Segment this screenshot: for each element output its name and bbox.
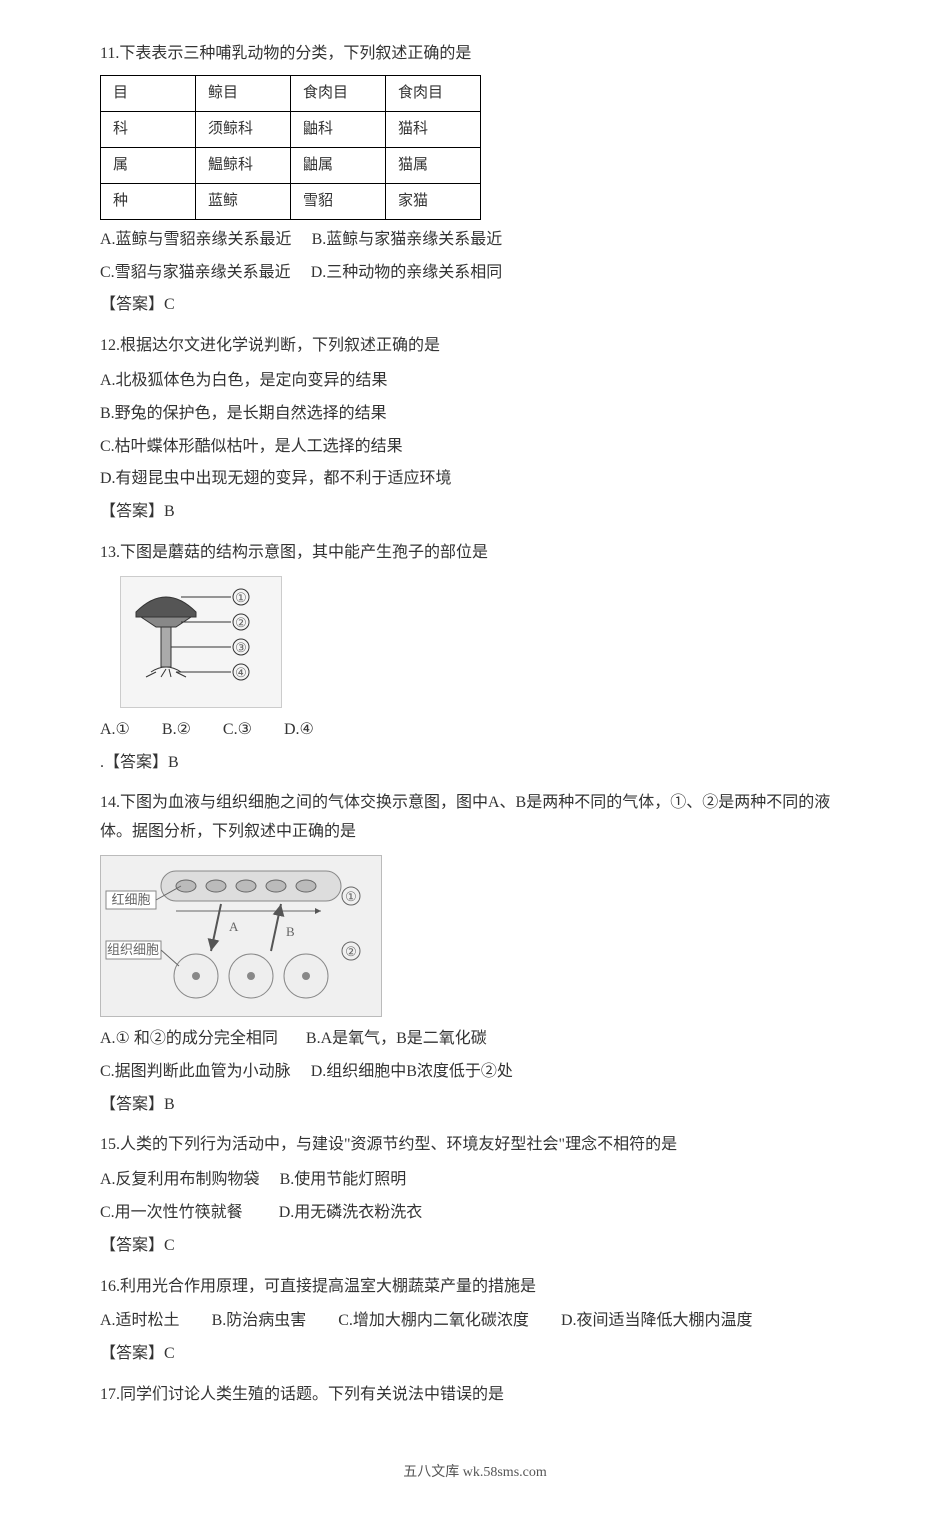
q12-opt-a: A.北极狐体色为白色，是定向变异的结果 (100, 367, 850, 396)
tissue-label: 组织细胞 (107, 942, 159, 957)
opt-c: C.雪貂与家猫亲缘关系最近 (100, 264, 291, 281)
q16-options: A.适时松土 B.防治病虫害 C.增加大棚内二氧化碳浓度 D.夜间适当降低大棚内… (100, 1307, 850, 1336)
cell: 食肉目 (386, 75, 481, 111)
opt-b: B.使用节能灯照明 (280, 1171, 407, 1188)
q14-answer: 【答案】B (100, 1091, 850, 1120)
nucleus-icon (247, 972, 255, 980)
blood-svg: 红细胞 A B 组织细胞 ① ② (101, 856, 381, 1016)
q15-options2: C.用一次性竹筷就餐 D.用无磷洗衣粉洗衣 (100, 1199, 850, 1228)
cell: 蓝鲸 (196, 183, 291, 219)
q14-stem: 14.下图为血液与组织细胞之间的气体交换示意图，图中A、B是两种不同的气体，①、… (100, 789, 850, 847)
table-row: 种 蓝鲸 雪貂 家猫 (101, 183, 481, 219)
opt-a: A.① 和②的成分完全相同 (100, 1030, 278, 1047)
q11-options2: C.雪貂与家猫亲缘关系最近 D.三种动物的亲缘关系相同 (100, 259, 850, 288)
q12-stem: 12.根据达尔文进化学说判断，下列叙述正确的是 (100, 332, 850, 361)
q14-options: A.① 和②的成分完全相同 B.A是氧气，B是二氧化碳 (100, 1025, 850, 1054)
q12-opt-d: D.有翅昆虫中出现无翅的变异，都不利于适应环境 (100, 465, 850, 494)
label-two: ② (345, 944, 357, 959)
opt-d: D.夜间适当降低大棚内温度 (561, 1312, 753, 1329)
cell: 猫属 (386, 147, 481, 183)
opt-a: A.① (100, 721, 130, 738)
opt-a: A.适时松土 (100, 1312, 180, 1329)
opt-d: D.用无磷洗衣粉洗衣 (279, 1204, 423, 1221)
red-cell-icon (236, 880, 256, 892)
q15-answer: 【答案】C (100, 1232, 850, 1261)
opt-d: D.组织细胞中B浓度低于②处 (311, 1063, 513, 1080)
q15-options: A.反复利用布制购物袋 B.使用节能灯照明 (100, 1166, 850, 1195)
leader-line (161, 950, 179, 966)
opt-b: B.蓝鲸与家猫亲缘关系最近 (312, 231, 503, 248)
q11-table: 目 鲸目 食肉目 食肉目 科 须鲸科 鼬科 猫科 属 鰛鲸科 鼬属 猫属 种 蓝… (100, 75, 481, 220)
opt-b: B.防治病虫害 (212, 1312, 307, 1329)
q12-opt-c: C.枯叶蝶体形酷似枯叶，是人工选择的结果 (100, 433, 850, 462)
q12-answer: 【答案】B (100, 498, 850, 527)
q11-answer: 【答案】C (100, 291, 850, 320)
cell: 家猫 (386, 183, 481, 219)
opt-c: C.据图判断此血管为小动脉 (100, 1063, 291, 1080)
cell: 鲸目 (196, 75, 291, 111)
q13-answer: .【答案】B (100, 749, 850, 778)
q11-stem: 11.下表表示三种哺乳动物的分类，下列叙述正确的是 (100, 40, 850, 69)
opt-b: B.② (162, 721, 191, 738)
red-cell-label: 红细胞 (111, 892, 150, 907)
cell: 雪貂 (291, 183, 386, 219)
q16-stem: 16.利用光合作用原理，可直接提高温室大棚蔬菜产量的措施是 (100, 1273, 850, 1302)
cell: 鼬属 (291, 147, 386, 183)
label-a: A (229, 919, 239, 934)
opt-d: D.④ (284, 721, 314, 738)
q12-opt-b: B.野兔的保护色，是长期自然选择的结果 (100, 400, 850, 429)
cell: 鰛鲸科 (196, 147, 291, 183)
opt-c: C.用一次性竹筷就餐 (100, 1204, 243, 1221)
q13-stem: 13.下图是蘑菇的结构示意图，其中能产生孢子的部位是 (100, 539, 850, 568)
q14-options2: C.据图判断此血管为小动脉 D.组织细胞中B浓度低于②处 (100, 1058, 850, 1087)
mushroom-cap-icon (136, 597, 196, 617)
opt-a: A.蓝鲸与雪貂亲缘关系最近 (100, 231, 292, 248)
opt-b: B.A是氧气，B是二氧化碳 (306, 1030, 487, 1047)
label-4: ④ (235, 665, 247, 680)
cell: 目 (101, 75, 196, 111)
opt-d: D.三种动物的亲缘关系相同 (311, 264, 503, 281)
opt-c: C.增加大棚内二氧化碳浓度 (338, 1312, 529, 1329)
red-cell-icon (296, 880, 316, 892)
table-row: 属 鰛鲸科 鼬属 猫属 (101, 147, 481, 183)
q11-options: A.蓝鲸与雪貂亲缘关系最近 B.蓝鲸与家猫亲缘关系最近 (100, 226, 850, 255)
q13-options: A.① B.② C.③ D.④ (100, 716, 850, 745)
table-row: 科 须鲸科 鼬科 猫科 (101, 111, 481, 147)
label-2: ② (235, 615, 247, 630)
blood-figure: 红细胞 A B 组织细胞 ① ② (100, 855, 382, 1017)
nucleus-icon (192, 972, 200, 980)
cell: 食肉目 (291, 75, 386, 111)
mushroom-svg: ① ② ③ ④ (121, 577, 281, 707)
table-row: 目 鲸目 食肉目 食肉目 (101, 75, 481, 111)
cell: 科 (101, 111, 196, 147)
q16-answer: 【答案】C (100, 1340, 850, 1369)
red-cell-icon (176, 880, 196, 892)
page-footer: 五八文库 wk.58sms.com (100, 1460, 850, 1485)
label-1: ① (235, 590, 247, 605)
opt-c: C.③ (223, 721, 252, 738)
q15-stem: 15.人类的下列行为活动中，与建设"资源节约型、环境友好型社会"理念不相符的是 (100, 1131, 850, 1160)
cell: 猫科 (386, 111, 481, 147)
cell: 种 (101, 183, 196, 219)
mushroom-stipe-icon (161, 627, 171, 667)
red-cell-icon (206, 880, 226, 892)
label-one: ① (345, 889, 357, 904)
cell: 鼬科 (291, 111, 386, 147)
opt-a: A.反复利用布制购物袋 (100, 1171, 260, 1188)
nucleus-icon (302, 972, 310, 980)
cell: 须鲸科 (196, 111, 291, 147)
label-b: B (286, 924, 295, 939)
mushroom-figure: ① ② ③ ④ (120, 576, 282, 708)
q17-stem: 17.同学们讨论人类生殖的话题。下列有关说法中错误的是 (100, 1381, 850, 1410)
label-3: ③ (235, 640, 247, 655)
red-cell-icon (266, 880, 286, 892)
cell: 属 (101, 147, 196, 183)
